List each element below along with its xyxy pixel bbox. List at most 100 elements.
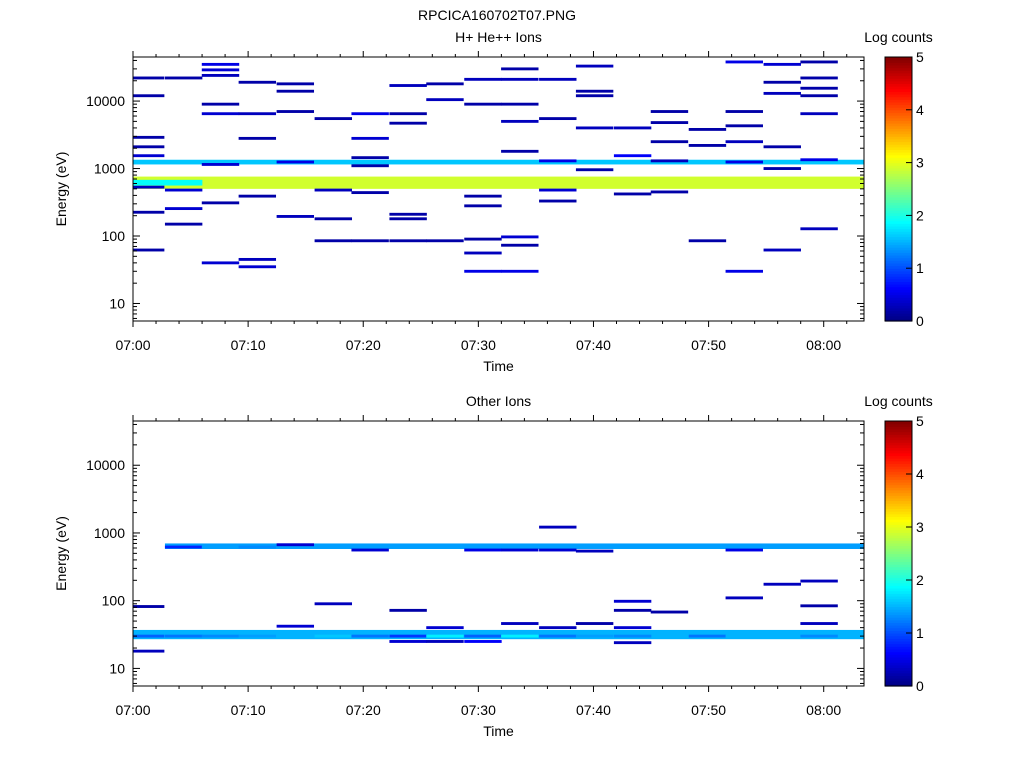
colorbar-step xyxy=(885,542,912,547)
heatmap-cell xyxy=(539,626,577,630)
colorbar-tick-label: 1 xyxy=(916,260,924,276)
y-tick-label: 100 xyxy=(102,228,126,244)
colorbar-step xyxy=(885,484,912,488)
y-tick-label: 10 xyxy=(109,660,125,676)
colorbar-step xyxy=(885,675,912,679)
heatmap-cell xyxy=(613,599,652,603)
colorbar-tick-label: 5 xyxy=(916,413,924,429)
colorbar-step xyxy=(885,57,912,61)
heatmap-cell xyxy=(201,261,240,265)
colorbar-step xyxy=(885,210,912,214)
colorbar-step xyxy=(885,487,912,491)
heatmap-cell xyxy=(133,248,165,252)
heatmap-cell xyxy=(464,634,502,638)
colorbar-step xyxy=(885,64,912,69)
colorbar-step xyxy=(885,503,912,507)
x-tick-label: 07:30 xyxy=(461,337,496,353)
colorbar-step xyxy=(885,447,912,451)
colorbar-step xyxy=(885,516,912,520)
heatmap-cell xyxy=(133,94,165,98)
heatmap-cell xyxy=(800,158,838,162)
colorbar-step xyxy=(885,291,912,296)
colorbar: 0 1 2 3 4 5 Log counts xyxy=(864,393,933,694)
colorbar-step xyxy=(885,175,912,180)
heatmap-cell xyxy=(201,68,240,72)
heatmap-cell xyxy=(800,227,838,231)
heatmap-cell xyxy=(575,64,614,68)
heatmap-cell xyxy=(725,634,763,638)
heatmap-cell xyxy=(426,626,464,630)
colorbar-step xyxy=(885,144,912,148)
colorbar-step xyxy=(885,561,912,565)
colorbar-step xyxy=(885,646,912,650)
colorbar-step xyxy=(885,527,912,531)
colorbar-step xyxy=(885,297,912,301)
heatmap-cell xyxy=(133,210,165,214)
y-tick-label: 100 xyxy=(102,593,126,609)
heatmap-cell xyxy=(464,269,502,273)
heatmap-cell xyxy=(201,62,240,66)
heatmap-cell xyxy=(351,191,389,195)
heatmap-cell xyxy=(575,549,614,553)
heatmap-cell xyxy=(133,154,165,158)
colorbar-step xyxy=(885,286,912,290)
heatmap-cell xyxy=(238,112,277,116)
heatmap-cell xyxy=(464,237,502,241)
colorbar-step xyxy=(885,72,912,77)
heatmap-cell xyxy=(763,248,801,252)
heatmap-cell xyxy=(164,222,203,226)
heatmap-cell xyxy=(464,194,502,198)
colorbar-step xyxy=(885,434,912,438)
panel-title: Other Ions xyxy=(466,393,531,409)
colorbar-step xyxy=(885,220,912,224)
colorbar-step xyxy=(885,189,912,193)
heatmap-cell xyxy=(314,117,353,121)
heatmap-cell xyxy=(575,634,614,638)
colorbar-step xyxy=(885,146,912,150)
colorbar-step xyxy=(885,468,912,472)
colorbar-step xyxy=(885,683,912,687)
heatmap-cell xyxy=(763,167,801,170)
colorbar-step xyxy=(885,128,912,132)
heatmap-cell xyxy=(164,207,203,211)
heatmap-cell xyxy=(351,136,389,140)
colorbar-step xyxy=(885,181,912,185)
heatmap-cell xyxy=(276,624,315,628)
x-tick-label: 08:00 xyxy=(806,702,841,718)
y-axis-label: Energy (eV) xyxy=(53,516,69,591)
colorbar-step xyxy=(885,96,912,100)
colorbar-step xyxy=(885,307,912,312)
heatmap-cell xyxy=(688,239,727,243)
heatmap-cell xyxy=(201,634,240,638)
colorbar-step xyxy=(885,606,912,610)
heatmap-cell xyxy=(389,608,427,612)
colorbar-step xyxy=(885,680,912,684)
colorbar-step xyxy=(885,260,912,264)
colorbar-step xyxy=(885,88,912,92)
colorbar-step xyxy=(885,580,912,584)
colorbar-step xyxy=(885,609,912,613)
colorbar-step xyxy=(885,474,912,478)
energy-band xyxy=(133,159,864,165)
heatmap-cell xyxy=(133,145,165,149)
heatmap-cell xyxy=(164,634,203,638)
colorbar-tick-label: 4 xyxy=(916,466,924,482)
colorbar-step xyxy=(885,672,912,676)
colorbar-step xyxy=(885,421,912,425)
heatmap-cell xyxy=(238,194,277,198)
colorbar-step xyxy=(885,86,912,90)
heatmap-cell xyxy=(800,76,838,80)
colorbar-step xyxy=(885,107,912,111)
colorbar-step xyxy=(885,255,912,259)
colorbar-step xyxy=(885,228,912,232)
heatmap-area xyxy=(133,60,864,273)
heatmap-cell xyxy=(389,121,427,125)
colorbar-step xyxy=(885,101,912,106)
heatmap-cell xyxy=(426,239,464,243)
colorbar-step xyxy=(885,149,912,153)
colorbar-step xyxy=(885,540,912,544)
colorbar-step xyxy=(885,262,912,267)
colorbar-step xyxy=(885,648,912,653)
colorbar-tick-label: 3 xyxy=(916,155,924,171)
x-axis-label: Time xyxy=(483,723,514,739)
